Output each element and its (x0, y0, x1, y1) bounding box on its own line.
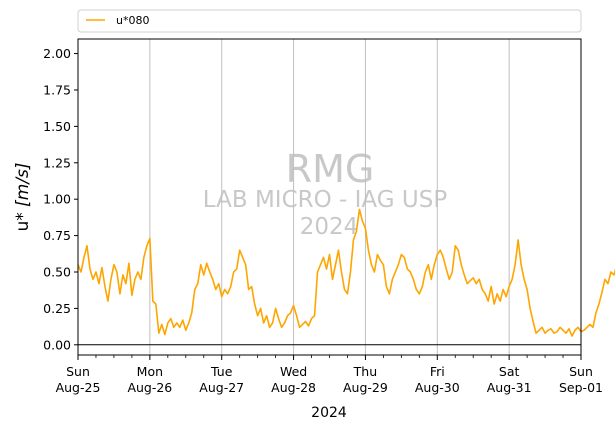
watermark: RMG LAB MICRO - IAG USP 2024 (203, 147, 448, 240)
watermark-title: RMG (286, 147, 375, 191)
y-axis-label: u* [m/s] (13, 162, 33, 231)
legend: u*080 (77, 9, 582, 33)
x-tick-label-day-3: Wed (280, 364, 307, 379)
x-tick-label-day-2: Tue (210, 364, 233, 379)
y-tick-label-2: 0.50 (43, 264, 71, 279)
x-tick-label-date-6: Aug-31 (487, 380, 532, 395)
x-tick-label-day-0: Sun (66, 364, 90, 379)
x-tick-label-date-0: Aug-25 (56, 380, 101, 395)
y-tick-label-4: 1.00 (43, 192, 71, 207)
x-tick-label-day-6: Sat (499, 364, 520, 379)
y-tick-label-6: 1.50 (43, 119, 71, 134)
x-tick-label-date-7: Sep-01 (559, 380, 603, 395)
y-tick-label-3: 0.75 (43, 228, 71, 243)
y-tick-label-1: 0.25 (43, 301, 71, 316)
y-tick-label-8: 2.00 (43, 46, 71, 61)
x-tick-label-date-3: Aug-28 (271, 380, 316, 395)
x-tick-label-date-5: Aug-30 (415, 380, 460, 395)
legend-label-u080: u*080 (116, 14, 149, 27)
x-tick-label-day-7: Sun (569, 364, 593, 379)
y-tick-label-5: 1.25 (43, 155, 71, 170)
x-tick-label-date-4: Aug-29 (343, 380, 388, 395)
series-group (77, 208, 615, 337)
x-axis: SunAug-25MonAug-26TueAug-27WedAug-28ThuA… (56, 355, 603, 395)
series-line-u080 (77, 208, 615, 337)
x-tick-label-day-4: Thu (353, 364, 377, 379)
y-axis: 0.00 0.25 0.50 0.75 1.00 1.25 1.50 1.75 2.00 (43, 46, 78, 352)
y-tick-label-0: 0.00 (43, 337, 71, 352)
watermark-year: 2024 (300, 214, 359, 240)
x-axis-label: 2024 (311, 405, 347, 421)
x-tick-label-date-2: Aug-27 (199, 380, 244, 395)
grid (149, 39, 510, 355)
x-tick-label-day-1: Mon (137, 364, 163, 379)
x-tick-label-day-5: Fri (430, 364, 445, 379)
legend-box (77, 9, 582, 33)
watermark-subtitle: LAB MICRO - IAG USP (203, 187, 448, 213)
x-tick-label-date-1: Aug-26 (127, 380, 172, 395)
y-tick-label-7: 1.75 (43, 82, 71, 97)
